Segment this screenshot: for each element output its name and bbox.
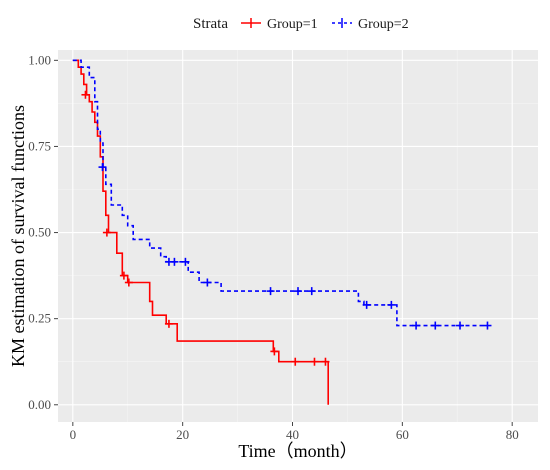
censor-mark-group-2	[170, 257, 179, 266]
censor-mark-group-2	[294, 287, 302, 296]
x-tick-label: 20	[176, 427, 189, 442]
series-line-group-2	[72, 59, 488, 327]
series-line-group-1	[72, 59, 329, 405]
censor-mark-group-2	[181, 257, 190, 266]
legend: Strata Group=1 Group=2	[193, 16, 409, 32]
x-tick-label: 60	[396, 427, 409, 442]
minor-gridlines	[58, 50, 538, 422]
censor-mark-group-2	[483, 321, 492, 330]
y-tick-label: 0.00	[28, 397, 51, 412]
censor-mark-group-1	[164, 319, 173, 328]
censor-mark-group-2	[203, 278, 212, 287]
major-gridlines	[58, 50, 538, 422]
censor-mark-group-1	[124, 278, 133, 287]
legend-label-group-2: Group=2	[358, 17, 409, 32]
y-tick-label: 0.75	[28, 138, 51, 153]
y-tick-label: 0.25	[28, 311, 51, 326]
axes: 0 20 40 60 80 0.00 0.25 0.50 0.75 1.00	[28, 52, 518, 442]
censor-mark-group-1	[270, 347, 279, 356]
x-tick-label: 0	[70, 427, 77, 442]
censor-mark-group-2	[307, 287, 316, 296]
censor-mark-group-2	[412, 321, 421, 330]
legend-item-group-2: Group=2	[332, 17, 409, 32]
censor-mark-group-2	[456, 321, 465, 330]
x-axis-label: Time（month）	[238, 441, 357, 461]
x-tick-label: 80	[506, 427, 519, 442]
censor-mark-group-2	[98, 163, 107, 172]
censor-mark-group-1	[81, 90, 90, 99]
y-tick-label: 1.00	[28, 52, 51, 67]
censor-mark-group-1	[119, 271, 128, 280]
legend-item-group-1: Group=1	[241, 17, 318, 32]
plot-panel	[58, 50, 538, 422]
series-layer	[72, 59, 492, 405]
y-tick-label: 0.50	[28, 225, 51, 240]
censor-mark-group-1	[321, 357, 330, 366]
censor-mark-group-2	[362, 300, 371, 309]
censor-mark-group-1	[291, 357, 300, 366]
censor-mark-group-1	[102, 228, 111, 237]
censor-mark-group-2	[387, 300, 396, 309]
y-axis-label: KM estimation of survival functions	[8, 105, 28, 367]
censor-mark-group-1	[310, 357, 319, 366]
censor-mark-group-2	[266, 287, 275, 296]
legend-label-group-1: Group=1	[267, 17, 318, 32]
legend-title: Strata	[193, 16, 228, 32]
x-tick-label: 40	[286, 427, 299, 442]
censor-mark-group-2	[431, 321, 440, 330]
